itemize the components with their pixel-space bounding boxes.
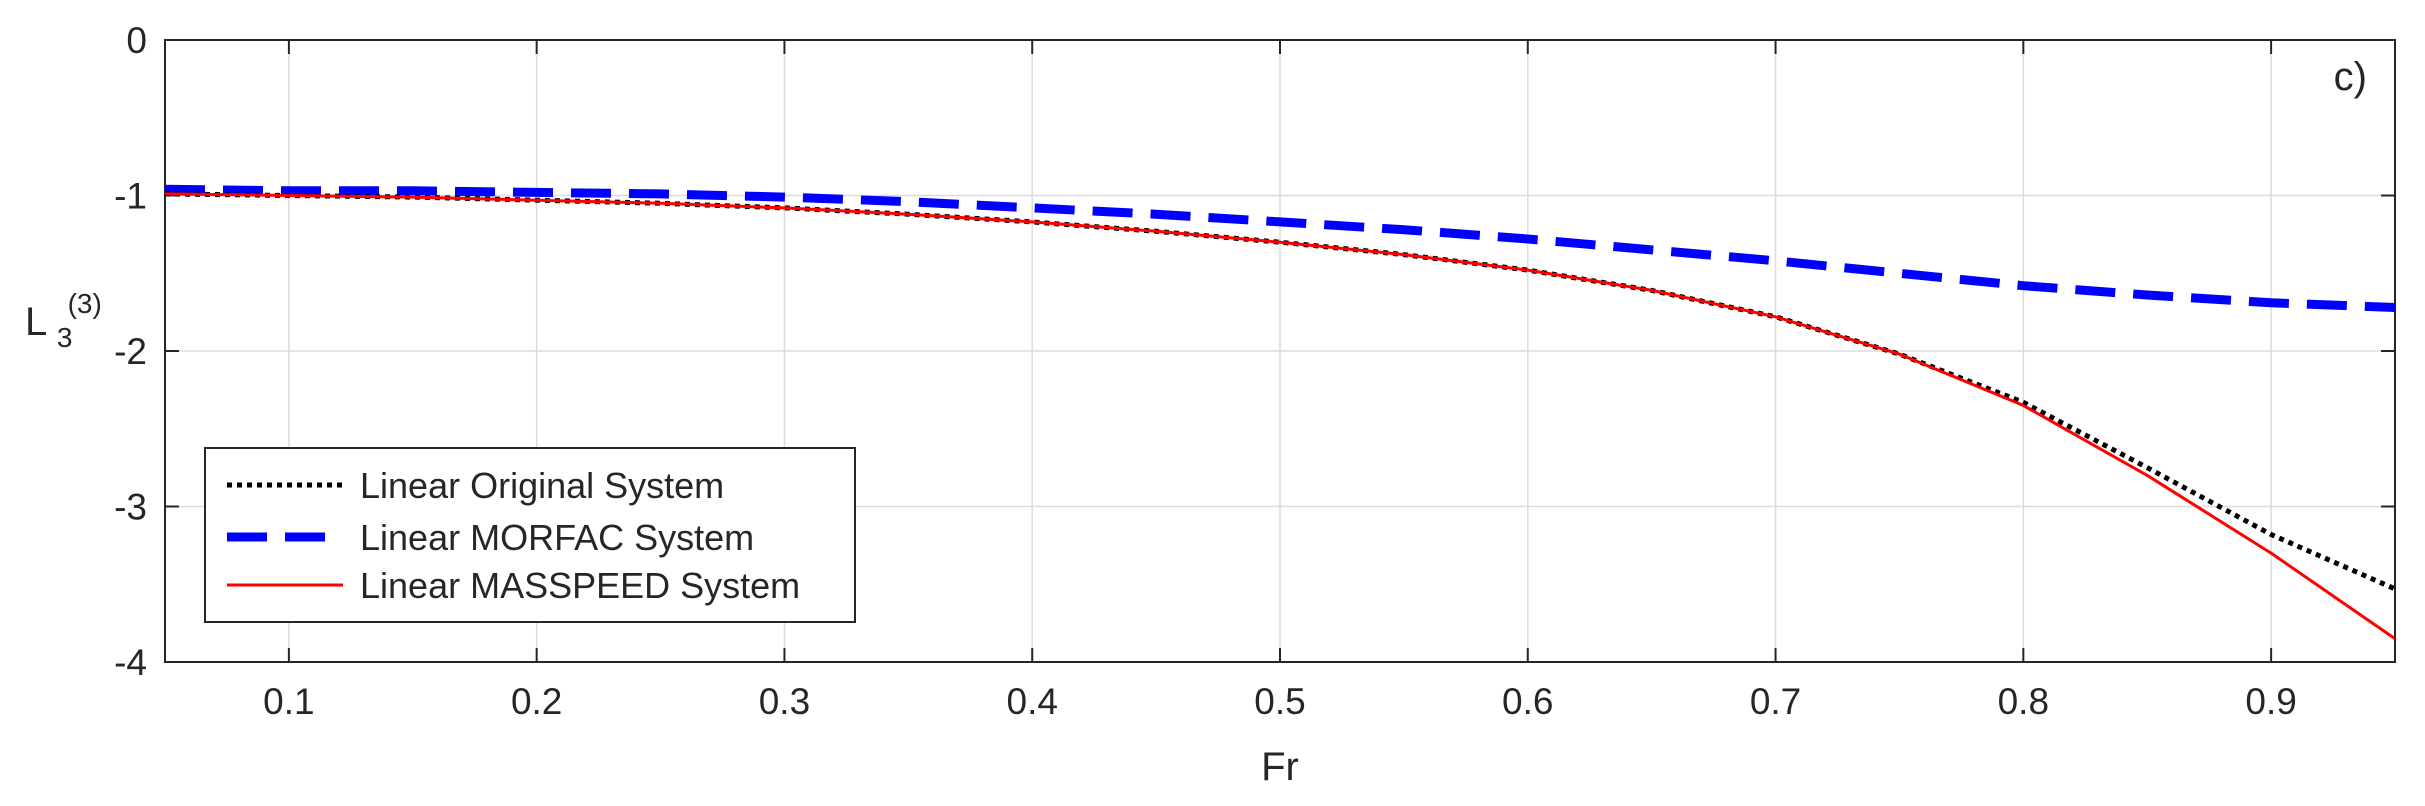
x-tick-label: 0.6 bbox=[1502, 681, 1553, 722]
x-tick-label: 0.2 bbox=[511, 681, 562, 722]
legend-label-masspeed: Linear MASSPEED System bbox=[360, 565, 800, 606]
legend-label-original: Linear Original System bbox=[360, 465, 724, 506]
x-axis-title: Fr bbox=[1261, 745, 1299, 789]
x-tick-label: 0.8 bbox=[1998, 681, 2049, 722]
series-line-linear-morfac-system bbox=[164, 184, 2396, 312]
x-tick-label: 0.4 bbox=[1007, 681, 1058, 722]
y-tick-label: -1 bbox=[114, 176, 147, 217]
y-axis-title-main: L bbox=[25, 300, 46, 344]
x-tick-label: 0.7 bbox=[1750, 681, 1801, 722]
tick-labels: 0.1 0.2 0.3 0.4 0.5 0.6 0.7 0.8 0.9 0 -1 -2 -3 -4 bbox=[114, 20, 2297, 722]
legend-label-morfac: Linear MORFAC System bbox=[360, 517, 754, 558]
y-axis-title-subscript: 3 bbox=[57, 322, 73, 353]
x-tick-label: 0.3 bbox=[759, 681, 810, 722]
series-lines bbox=[164, 184, 2397, 640]
y-tick-label: -2 bbox=[114, 331, 147, 372]
y-tick-label: -3 bbox=[114, 487, 147, 528]
y-tick-label: -4 bbox=[114, 642, 147, 683]
x-tick-label: 0.5 bbox=[1254, 681, 1305, 722]
y-axis-title-superscript: (3) bbox=[68, 288, 102, 319]
axis-ticks bbox=[165, 39, 2395, 663]
y-tick-label: 0 bbox=[126, 20, 147, 61]
panel-label: c) bbox=[2334, 55, 2367, 99]
x-tick-label: 0.9 bbox=[2245, 681, 2296, 722]
legend: Linear Original System Linear MORFAC Sys… bbox=[204, 447, 856, 623]
y-axis-title: L 3 (3) bbox=[25, 288, 102, 356]
series-line-linear-masspeed-system bbox=[164, 192, 2396, 640]
x-tick-label: 0.1 bbox=[263, 681, 314, 722]
